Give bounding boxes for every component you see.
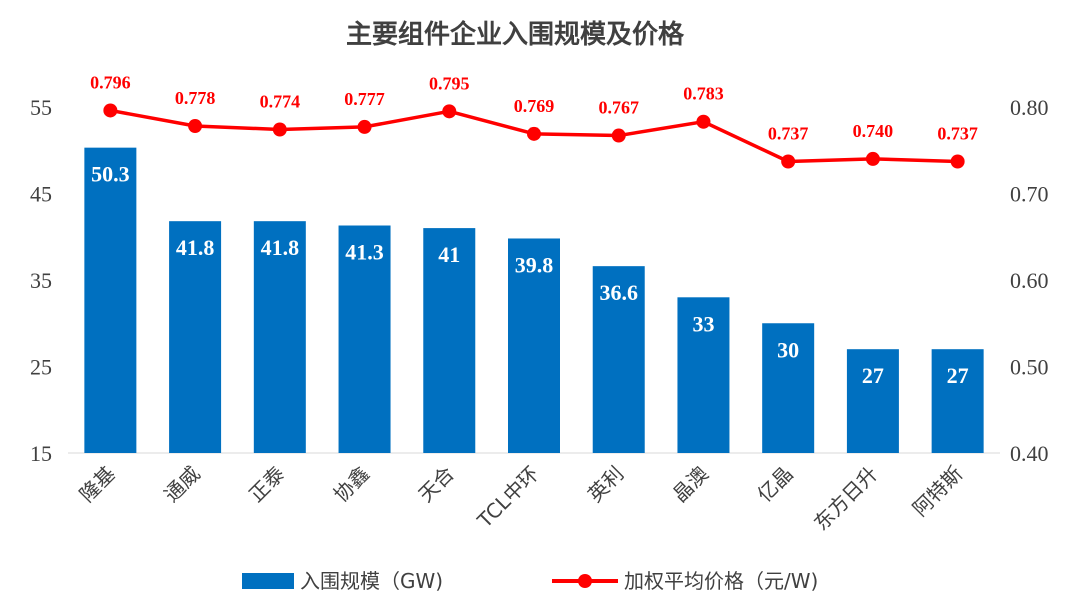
line-point <box>272 122 287 137</box>
line-value-label: 0.767 <box>598 98 639 118</box>
bar <box>253 221 306 453</box>
right-axis-tick: 0.40 <box>1010 441 1049 466</box>
left-axis-tick: 55 <box>30 95 52 120</box>
legend-line-label: 加权平均价格（元/W) <box>624 569 818 593</box>
line-series: 0.796 0.778 0.774 0.777 0.795 0.769 0.767 0.783… <box>90 72 978 169</box>
line-value-label: 0.795 <box>429 73 470 93</box>
legend: 入围规模（GW) 加权平均价格（元/W) <box>242 569 818 593</box>
right-axis-tick: 0.60 <box>1010 268 1049 293</box>
legend-line-marker <box>578 574 592 588</box>
line-point <box>188 119 203 134</box>
line-value-label: 0.774 <box>260 91 301 111</box>
line-point <box>781 154 796 169</box>
bar-value-label: 41.3 <box>345 240 384 265</box>
category-label: TCL中环 <box>472 462 544 534</box>
bar <box>169 221 222 453</box>
bar-value-label: 41.8 <box>261 235 300 260</box>
bar-series: 50.3 41.8 41.8 41.3 41 39.8 36.6 33 30 27 27 <box>84 147 984 453</box>
line-value-label: 0.783 <box>683 84 724 104</box>
line-value-label: 0.777 <box>344 89 385 109</box>
category-label: 隆基 <box>75 462 120 507</box>
bar-value-label: 33 <box>692 311 714 336</box>
left-axis-tick: 45 <box>30 182 52 207</box>
line-point <box>442 104 457 119</box>
bar-value-label: 50.3 <box>91 162 130 187</box>
bar-value-label: 27 <box>862 363 884 388</box>
category-label: 通威 <box>159 462 204 507</box>
bar <box>508 238 560 453</box>
category-label: 晶澳 <box>668 462 713 507</box>
line-value-label: 0.778 <box>175 88 216 108</box>
bar-value-label: 36.6 <box>599 280 638 305</box>
line-value-label: 0.796 <box>90 72 131 92</box>
line-point <box>611 128 626 143</box>
bar <box>592 266 645 453</box>
line-value-label: 0.737 <box>768 123 809 143</box>
right-y-axis: 0.40 0.50 0.60 0.70 0.80 <box>1010 95 1049 466</box>
bar <box>338 225 391 453</box>
category-label: 天合 <box>414 462 459 507</box>
category-axis: 隆基 通威 正泰 协鑫 天合 TCL中环 英利 晶澳 亿晶 东方日升 阿特斯 <box>75 462 968 536</box>
bar-value-label: 41 <box>438 242 460 267</box>
left-axis-tick: 35 <box>30 268 52 293</box>
category-label: 英利 <box>583 462 628 507</box>
line-point <box>527 126 541 141</box>
line-value-label: 0.737 <box>937 123 978 143</box>
left-axis-tick: 15 <box>30 441 52 466</box>
bar-value-label: 39.8 <box>515 252 554 277</box>
right-axis-tick: 0.50 <box>1010 355 1049 380</box>
category-label: 亿晶 <box>752 462 797 507</box>
bar-value-label: 27 <box>947 363 969 388</box>
chart-title: 主要组件企业入围规模及价格 <box>346 19 685 50</box>
category-label: 正泰 <box>244 462 289 507</box>
right-axis-tick: 0.80 <box>1010 95 1049 120</box>
legend-bar-label: 入围规模（GW) <box>300 569 443 593</box>
line-value-label: 0.769 <box>514 96 555 116</box>
line-value-label: 0.740 <box>853 121 894 141</box>
bar <box>423 228 476 453</box>
line-point <box>357 119 372 134</box>
line-point <box>950 154 965 169</box>
bar <box>84 147 137 453</box>
left-axis-tick: 25 <box>30 355 52 380</box>
bar <box>931 349 984 453</box>
bar <box>677 297 730 453</box>
bar <box>762 323 815 453</box>
legend-bar-swatch <box>242 573 294 589</box>
category-label: 阿特斯 <box>908 462 967 521</box>
bar-value-label: 30 <box>777 337 799 362</box>
bar-value-label: 41.8 <box>176 235 215 260</box>
right-axis-tick: 0.70 <box>1010 182 1049 207</box>
line-point <box>103 103 118 118</box>
category-label: 协鑫 <box>329 462 374 507</box>
bar <box>846 349 899 453</box>
category-label: 东方日升 <box>809 462 883 536</box>
line-point <box>865 151 880 166</box>
line-point <box>696 114 711 129</box>
